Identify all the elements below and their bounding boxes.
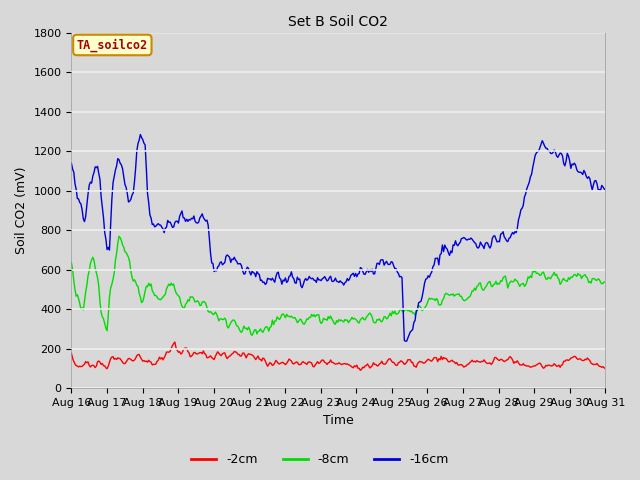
X-axis label: Time: Time bbox=[323, 414, 354, 427]
Legend: -2cm, -8cm, -16cm: -2cm, -8cm, -16cm bbox=[186, 448, 454, 471]
Title: Set B Soil CO2: Set B Soil CO2 bbox=[289, 15, 388, 29]
Text: TA_soilco2: TA_soilco2 bbox=[77, 38, 148, 52]
Y-axis label: Soil CO2 (mV): Soil CO2 (mV) bbox=[15, 167, 28, 254]
